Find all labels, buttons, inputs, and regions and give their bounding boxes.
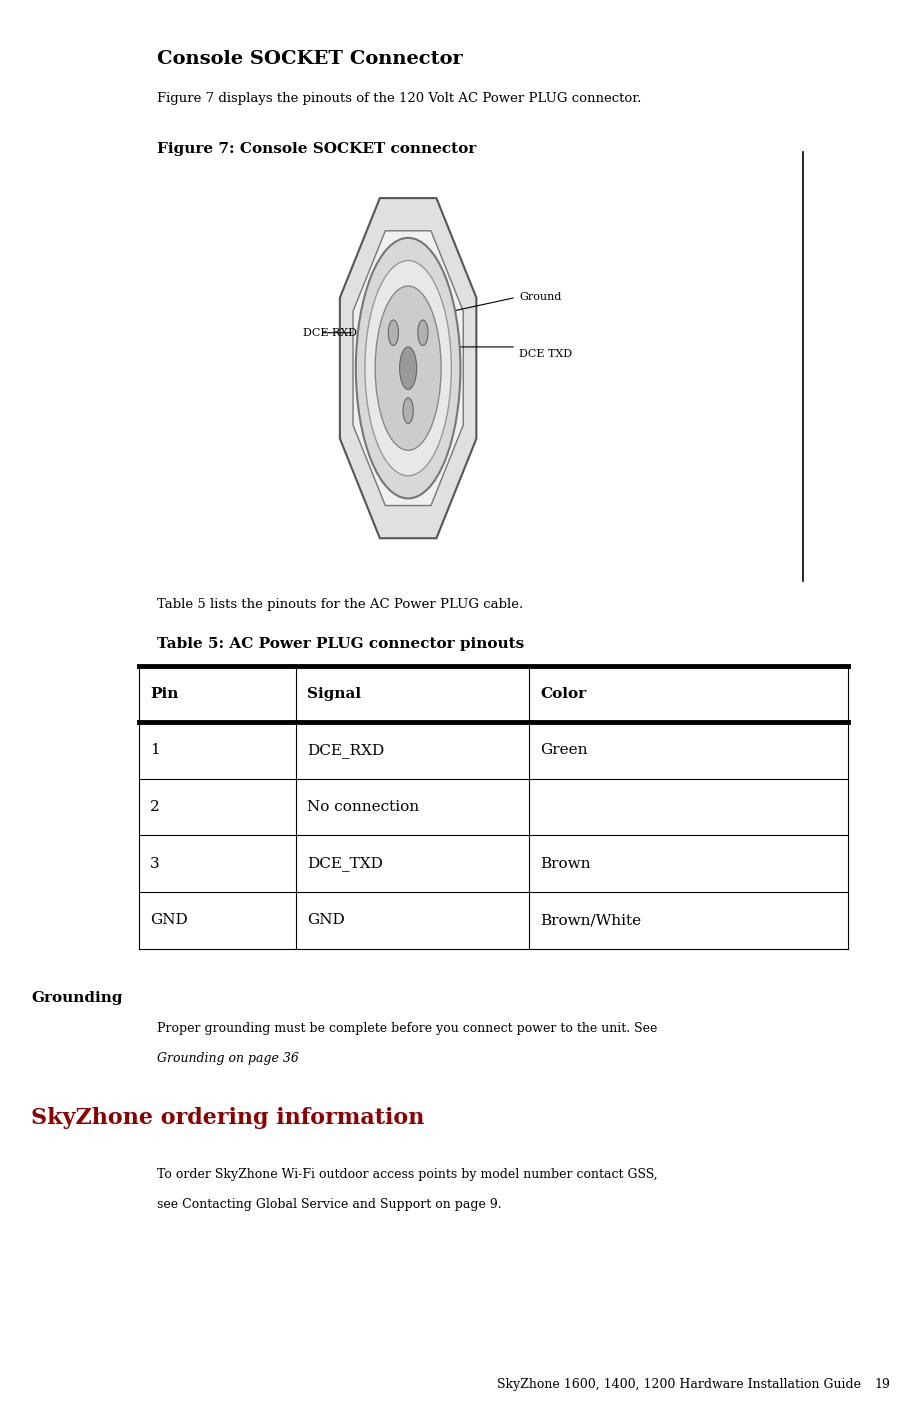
Text: To order SkyZhone Wi-Fi outdoor access points by model number contact GSS,: To order SkyZhone Wi-Fi outdoor access p… [157,1168,658,1181]
Text: SkyZhone 1600, 1400, 1200 Hardware Installation Guide: SkyZhone 1600, 1400, 1200 Hardware Insta… [497,1378,861,1391]
Text: Proper grounding must be complete before you connect power to the unit. See: Proper grounding must be complete before… [157,1022,658,1035]
Text: see Contacting Global Service and Support on page 9.: see Contacting Global Service and Suppor… [157,1198,501,1211]
Text: Figure 7: Console SOCKET connector: Figure 7: Console SOCKET connector [157,142,476,156]
Text: DCE_TXD: DCE_TXD [307,857,383,871]
Ellipse shape [388,320,398,346]
Text: 1: 1 [150,743,160,758]
Ellipse shape [365,261,451,476]
Text: GND: GND [307,913,344,927]
Ellipse shape [375,286,441,450]
Text: Pin: Pin [150,687,179,701]
Polygon shape [353,231,463,506]
Ellipse shape [403,398,414,423]
Text: DCE RXD: DCE RXD [303,327,357,338]
Ellipse shape [418,320,428,346]
Text: Table 5 lists the pinouts for the AC Power PLUG cable.: Table 5 lists the pinouts for the AC Pow… [157,598,523,610]
Text: 19: 19 [875,1378,891,1391]
Text: GND: GND [150,913,187,927]
Text: Color: Color [540,687,586,701]
Ellipse shape [356,238,460,498]
Text: Signal: Signal [307,687,361,701]
Text: 2: 2 [150,800,160,814]
Text: Brown/White: Brown/White [540,913,641,927]
Polygon shape [340,198,476,538]
Text: 3: 3 [150,857,160,871]
Text: DCE TXD: DCE TXD [519,348,572,360]
Text: Table 5: AC Power PLUG connector pinouts: Table 5: AC Power PLUG connector pinouts [157,637,524,651]
Text: Grounding on page 36: Grounding on page 36 [157,1052,299,1065]
Text: Ground: Ground [519,292,562,303]
Text: DCE_RXD: DCE_RXD [307,743,384,758]
Text: Figure 7 displays the pinouts of the 120 Volt AC Power PLUG connector.: Figure 7 displays the pinouts of the 120… [157,92,641,105]
Text: Green: Green [540,743,588,758]
Text: SkyZhone ordering information: SkyZhone ordering information [31,1107,425,1130]
Text: Brown: Brown [540,857,590,871]
Text: Grounding: Grounding [31,991,123,1005]
Ellipse shape [399,347,417,389]
Text: Console SOCKET Connector: Console SOCKET Connector [157,50,463,68]
Text: No connection: No connection [307,800,419,814]
